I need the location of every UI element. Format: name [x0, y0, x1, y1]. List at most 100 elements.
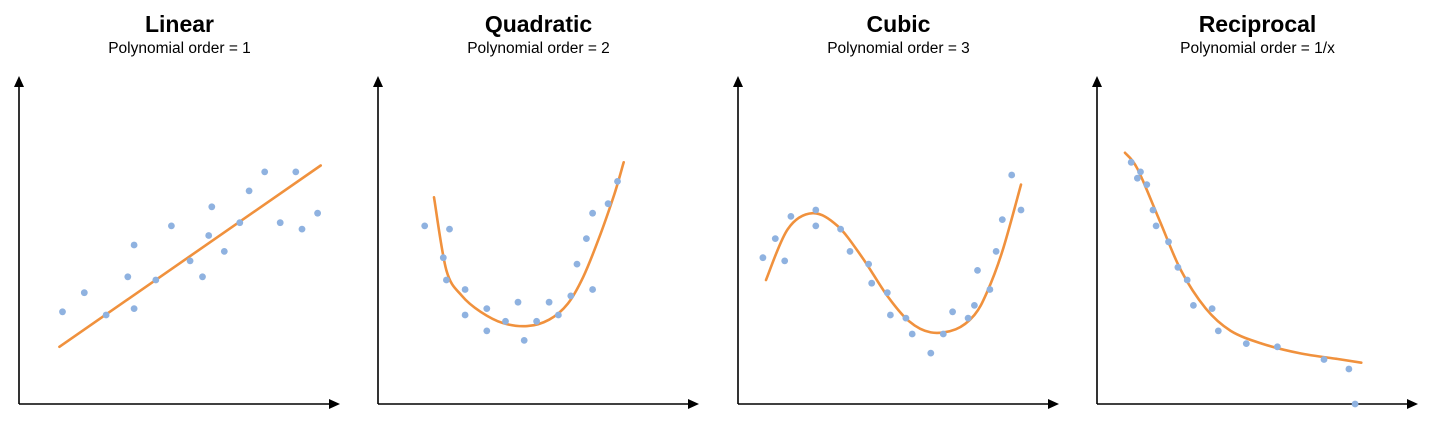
data-point [199, 273, 206, 281]
x-axis-arrowhead [688, 399, 699, 409]
data-point [446, 225, 453, 233]
data-point [1008, 171, 1016, 179]
data-point [520, 337, 528, 344]
data-point [868, 279, 876, 287]
data-point [927, 349, 935, 357]
data-point [205, 232, 213, 239]
y-axis-arrowhead [373, 76, 383, 87]
data-point [59, 308, 66, 316]
y-axis-arrowhead [733, 76, 743, 87]
chart-plot-linear [14, 76, 340, 409]
data-point [276, 219, 284, 227]
data-point [421, 222, 429, 230]
chart-title: Cubic [866, 11, 931, 37]
data-point [443, 276, 450, 284]
data-point [152, 276, 160, 284]
chart-plot-reciprocal [1092, 76, 1418, 409]
data-point [461, 286, 469, 293]
data-point [80, 289, 88, 297]
data-point [837, 225, 844, 233]
data-point [812, 206, 820, 214]
data-point [908, 330, 916, 338]
data-point [992, 248, 1000, 255]
data-point [986, 286, 994, 293]
fit-curve [764, 183, 1023, 335]
data-point [1165, 238, 1172, 246]
data-point [998, 216, 1006, 224]
data-point [533, 317, 540, 325]
data-point [186, 257, 194, 265]
data-point [964, 314, 972, 322]
data-point [483, 327, 491, 335]
chart-panel-cubic: Cubic Polynomial order = 3 [719, 0, 1078, 424]
data-point [1017, 206, 1025, 214]
data-point [771, 235, 779, 243]
data-point [567, 292, 575, 300]
data-point [846, 248, 854, 255]
data-point [514, 298, 522, 306]
data-point [589, 209, 596, 217]
data-point [245, 187, 253, 195]
data-point [865, 260, 872, 268]
chart-title: Quadratic [484, 11, 593, 37]
chart-panel-quadratic: Quadratic Polynomial order = 2 [359, 0, 718, 424]
data-point [812, 222, 820, 230]
data-point [902, 314, 910, 322]
data-point [1351, 400, 1359, 408]
data-point [1137, 168, 1144, 176]
data-point [461, 311, 469, 319]
chart-title: Reciprocal [1198, 11, 1317, 37]
data-point [1190, 302, 1197, 309]
chart-plot-cubic [733, 76, 1059, 409]
data-point [887, 311, 894, 319]
data-point [298, 225, 306, 233]
data-point [787, 213, 795, 220]
data-point [573, 260, 581, 268]
data-point [1345, 365, 1353, 373]
data-point [555, 311, 562, 319]
chart-panel-reciprocal: Reciprocal Polynomial order = 1/x [1078, 0, 1437, 424]
x-axis-arrowhead [1048, 399, 1059, 409]
data-point [604, 200, 612, 208]
data-point [1174, 263, 1182, 271]
x-axis-arrowhead [329, 399, 340, 409]
data-point [124, 273, 132, 281]
data-point [208, 203, 216, 211]
data-point [261, 168, 269, 176]
data-point [1208, 305, 1216, 312]
data-point [583, 235, 590, 243]
data-point [589, 286, 596, 293]
data-point [1152, 222, 1160, 230]
data-point [1183, 276, 1191, 284]
data-point [236, 219, 244, 227]
data-point [1320, 356, 1328, 363]
data-point [974, 267, 981, 274]
data-point [102, 311, 110, 319]
data-point [949, 308, 956, 316]
y-axis-arrowhead [14, 76, 24, 87]
data-point [292, 168, 300, 176]
chart-subtitle: Polynomial order = 1 [108, 40, 251, 57]
chart-title: Linear [144, 11, 215, 37]
data-point [1242, 340, 1250, 347]
data-point [1274, 343, 1281, 351]
data-point [130, 241, 138, 249]
data-point [220, 248, 228, 255]
data-point [545, 298, 553, 306]
data-point [614, 178, 621, 185]
data-point [1214, 327, 1222, 335]
fit-curve [58, 164, 322, 349]
data-point [971, 302, 978, 309]
data-point [759, 254, 767, 262]
data-point [939, 330, 947, 338]
data-point [130, 305, 138, 312]
data-point [1134, 174, 1141, 182]
chart-subtitle: Polynomial order = 1/x [1180, 40, 1335, 57]
chart-subtitle: Polynomial order = 3 [827, 40, 970, 57]
data-point [1127, 158, 1135, 166]
data-point [314, 209, 321, 217]
data-point [781, 257, 789, 265]
chart-panel-linear: Linear Polynomial order = 1 [0, 0, 359, 424]
data-point [1143, 181, 1151, 189]
data-point [483, 305, 491, 312]
